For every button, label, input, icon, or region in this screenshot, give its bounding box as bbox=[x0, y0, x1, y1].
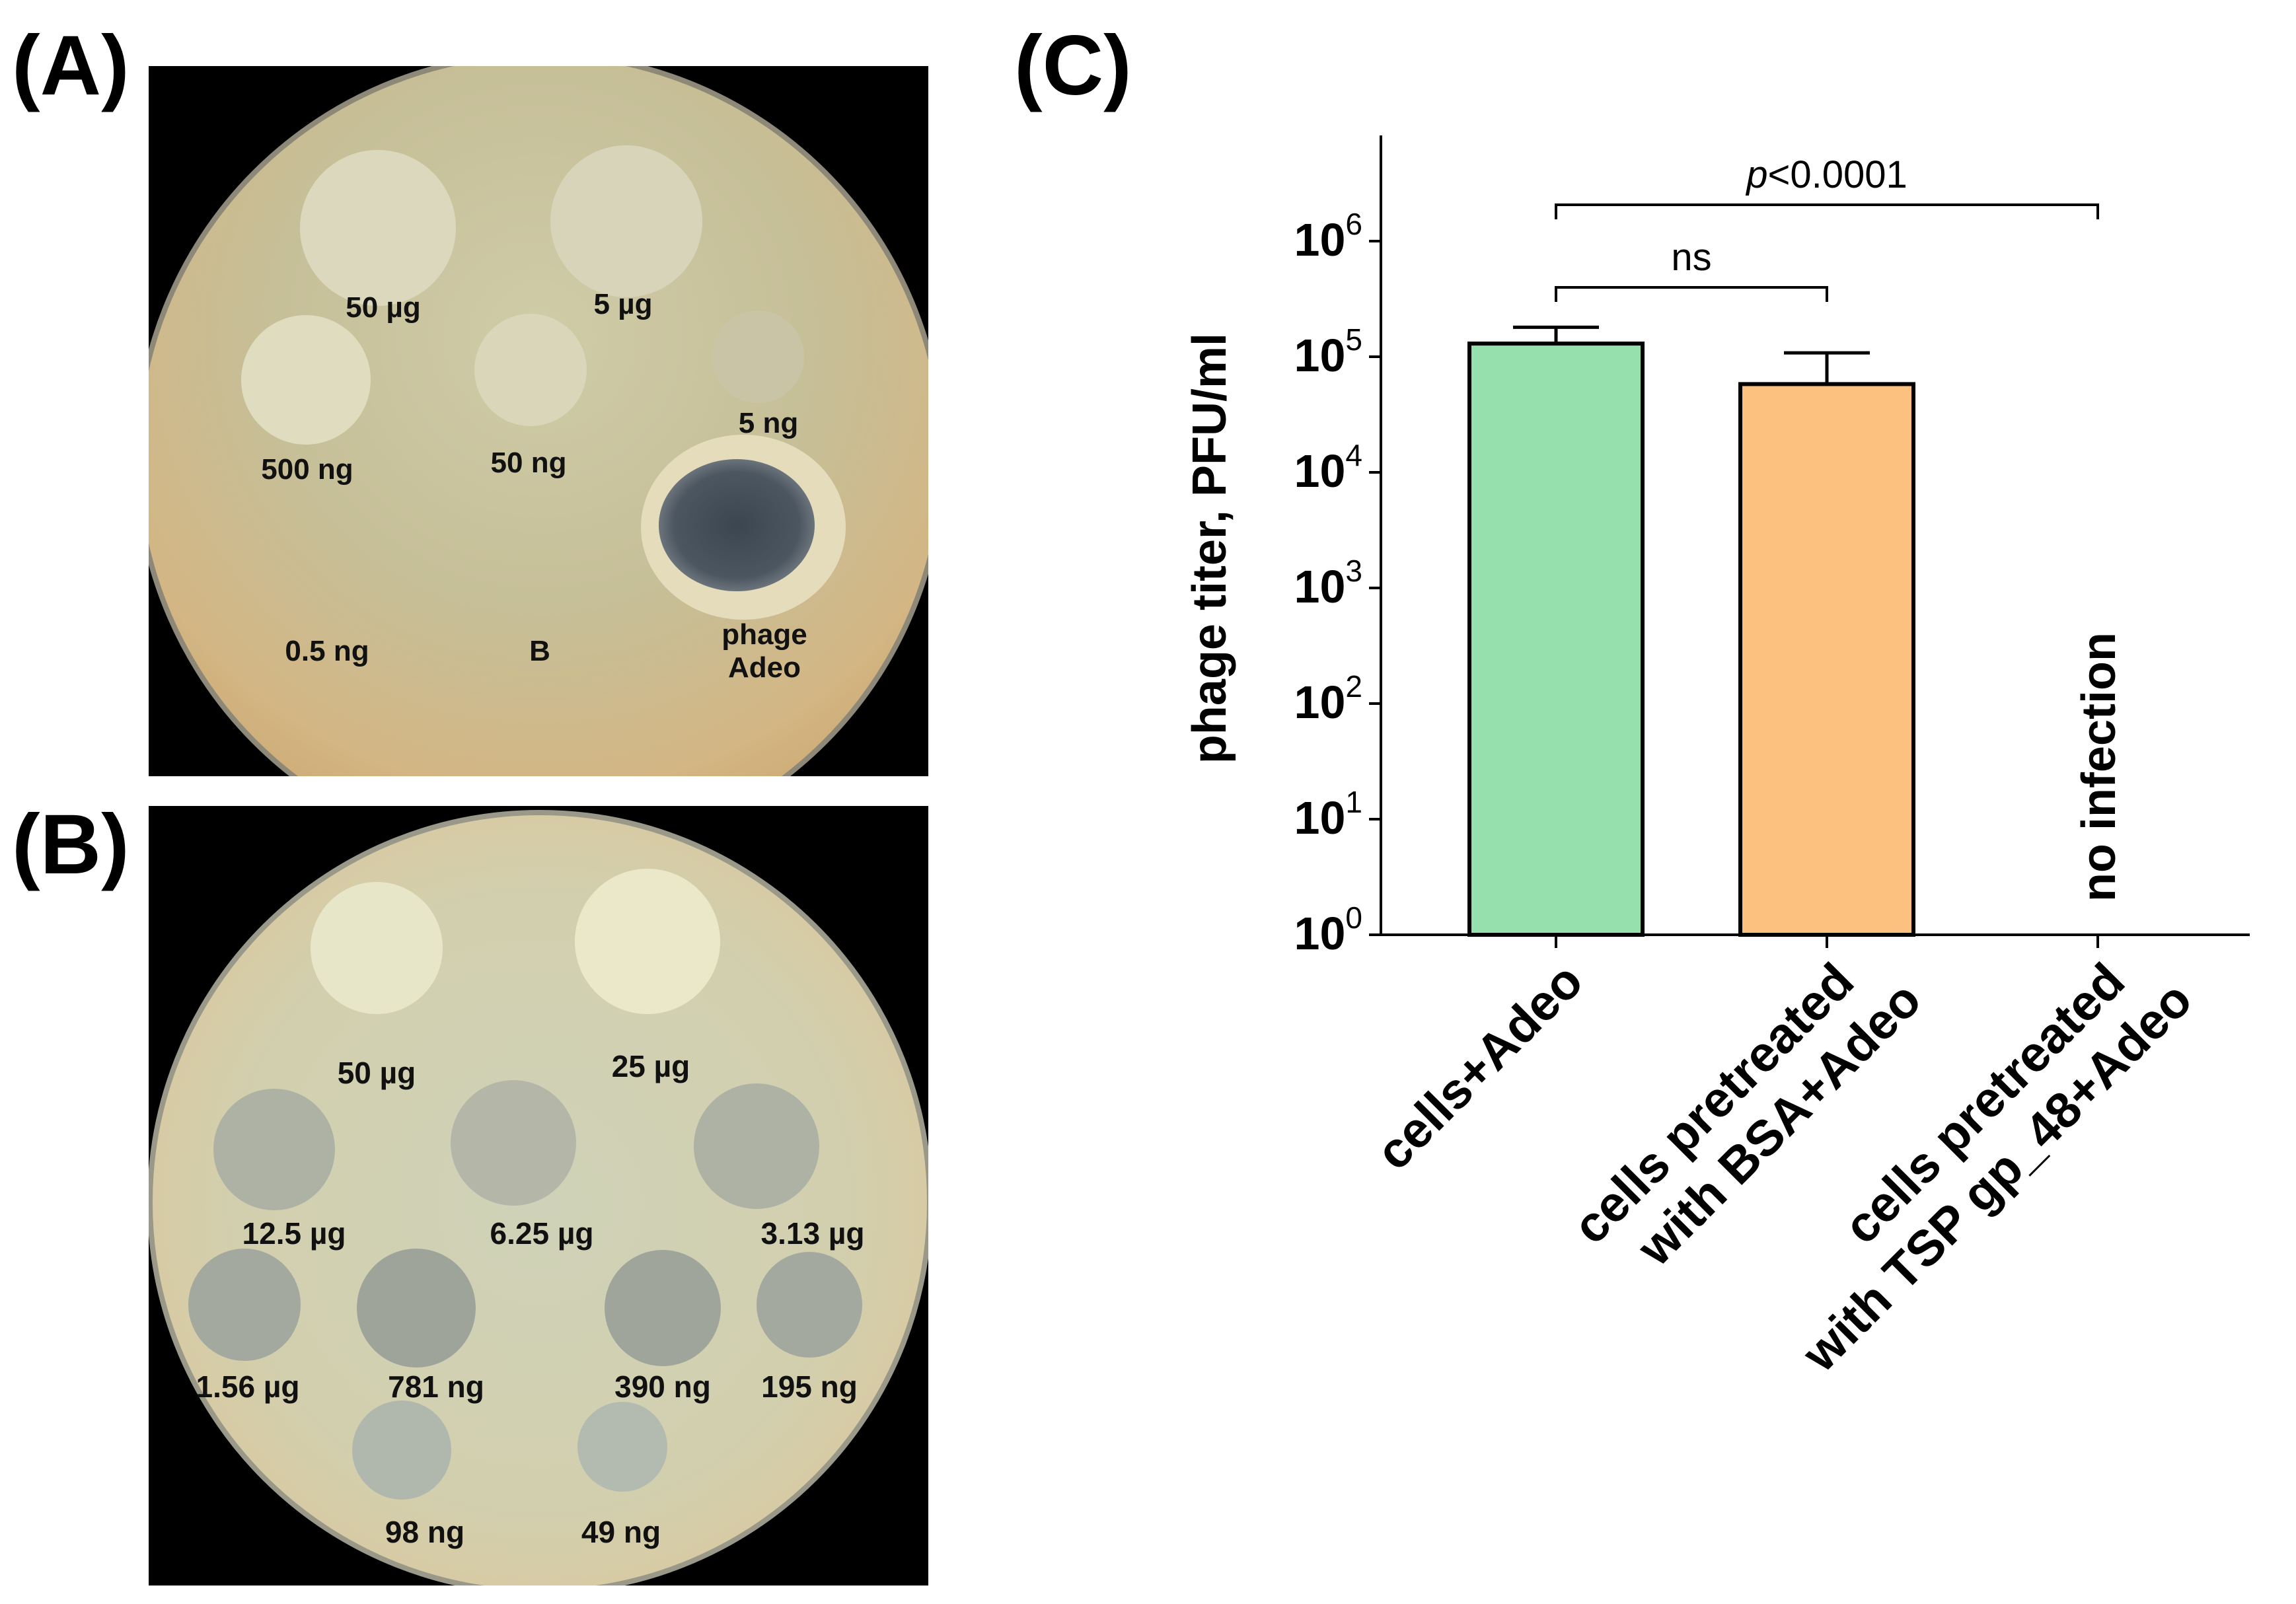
y-tick-label-3: 103 bbox=[1294, 554, 1362, 612]
panel-c-label: (C) bbox=[1014, 18, 1132, 113]
bar-annotation-no-infection: no infection bbox=[2073, 632, 2126, 902]
plate-a-spot-5ng bbox=[712, 310, 804, 403]
plate-b-spot-781ng bbox=[357, 1249, 476, 1367]
plate-a-label-b: B bbox=[529, 635, 550, 667]
plate-b-label-390ng: 390 ng bbox=[614, 1369, 711, 1404]
plate-b-spot-12-5ug bbox=[213, 1089, 335, 1210]
plate-b-spot-49ng bbox=[577, 1402, 667, 1492]
significance-label-1: p<0.0001 bbox=[1745, 153, 1907, 196]
bar-1 bbox=[1738, 382, 1915, 937]
plate-b-spot-50ug bbox=[311, 882, 443, 1014]
plate-a-spot-50ng bbox=[474, 314, 587, 426]
plate-a-photo: 50 µg 5 µg 500 ng 50 ng 5 ng 0.5 ng B ph… bbox=[149, 66, 928, 776]
y-tick-label-2: 102 bbox=[1294, 669, 1362, 728]
plate-b-label-25ug: 25 µg bbox=[612, 1049, 690, 1083]
plate-b-label-98ng: 98 ng bbox=[385, 1515, 464, 1549]
y-tick-label-5: 105 bbox=[1294, 322, 1362, 381]
plate-b-spot-390ng bbox=[605, 1250, 721, 1366]
plate-b-spot-98ng bbox=[352, 1401, 451, 1500]
significance-bracket-1 bbox=[1555, 203, 2099, 219]
plate-b-label-12-5ug: 12.5 µg bbox=[242, 1216, 346, 1251]
panel-a-label: (A) bbox=[12, 18, 130, 113]
plate-a-spot-500ng bbox=[241, 315, 371, 445]
plate-b-photo: 50 µg 25 µg 12.5 µg 6.25 µg 3.13 µg 1.56… bbox=[149, 806, 928, 1586]
plate-a-label-adeo: Adeo bbox=[728, 651, 801, 684]
plate-a-spot-5ug bbox=[550, 145, 702, 297]
plate-b-label-49ng: 49 ng bbox=[581, 1515, 661, 1549]
plate-b-label-1-56ug: 1.56 µg bbox=[196, 1369, 300, 1404]
y-tick-label-1: 101 bbox=[1294, 785, 1362, 844]
plate-a-label-5ug: 5 µg bbox=[594, 288, 653, 320]
significance-label-0: ns bbox=[1671, 236, 1711, 279]
y-tick-label-4: 104 bbox=[1294, 438, 1362, 497]
plate-b-spot-3-13ug bbox=[694, 1083, 819, 1209]
plate-b-label-195ng: 195 ng bbox=[761, 1369, 858, 1404]
panel-b-label: (B) bbox=[12, 797, 130, 892]
plate-b-label-781ng: 781 ng bbox=[388, 1369, 484, 1404]
plate-b-label-3-13ug: 3.13 µg bbox=[761, 1216, 865, 1251]
plate-b-label-6-25ug: 6.25 µg bbox=[490, 1216, 594, 1251]
plate-a-phage-spot bbox=[659, 459, 815, 591]
y-tick-label-0: 100 bbox=[1294, 900, 1362, 959]
plate-a-label-50ug: 50 µg bbox=[346, 291, 420, 324]
x-category-label-0: cells+Adeo bbox=[1366, 953, 1594, 1181]
plate-b-spot-195ng bbox=[757, 1252, 862, 1358]
plate-a-label-5ng: 5 ng bbox=[739, 407, 798, 439]
plate-a-spot-50ug bbox=[300, 150, 456, 306]
plate-a-label-50ng: 50 ng bbox=[491, 447, 567, 479]
plate-b-spot-6-25ug bbox=[451, 1080, 576, 1206]
plate-a-label-500ng: 500 ng bbox=[261, 453, 353, 486]
plate-b-label-50ug: 50 µg bbox=[338, 1056, 416, 1090]
bar-chart-c: 100 101 102 103 104 105 106 phage titer, PFU/ml… bbox=[1183, 135, 2250, 1383]
plate-a-label-05ng: 0.5 ng bbox=[285, 635, 369, 667]
bar-0 bbox=[1467, 342, 1645, 937]
plate-b-spot-1-56ug bbox=[188, 1249, 301, 1361]
y-axis-title: phage titer, PFU/ml bbox=[1183, 333, 1236, 764]
plate-b-spot-25ug bbox=[575, 869, 720, 1014]
y-tick-label-6: 106 bbox=[1294, 207, 1362, 266]
plate-a-label-phage: phage bbox=[722, 618, 807, 651]
significance-bracket-0 bbox=[1555, 286, 1828, 302]
